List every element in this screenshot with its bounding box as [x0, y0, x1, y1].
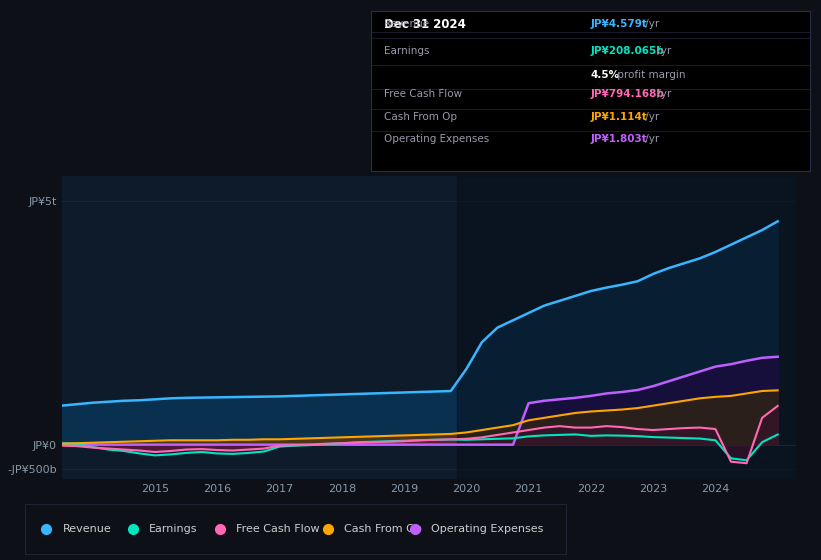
Text: Free Cash Flow: Free Cash Flow — [236, 524, 319, 534]
Text: Operating Expenses: Operating Expenses — [384, 134, 489, 144]
Text: /yr: /yr — [642, 112, 659, 122]
Text: profit margin: profit margin — [613, 70, 685, 80]
Text: JP¥208.065b: JP¥208.065b — [591, 46, 664, 57]
Text: JP¥1.114t: JP¥1.114t — [591, 112, 648, 122]
Text: Cash From Op: Cash From Op — [384, 112, 457, 122]
Text: /yr: /yr — [642, 19, 659, 29]
Text: /yr: /yr — [654, 46, 671, 57]
Text: /yr: /yr — [654, 90, 671, 100]
Text: 4.5%: 4.5% — [591, 70, 620, 80]
Text: Earnings: Earnings — [149, 524, 198, 534]
Text: Operating Expenses: Operating Expenses — [431, 524, 544, 534]
Text: Dec 31 2024: Dec 31 2024 — [384, 18, 466, 31]
Text: Cash From Op: Cash From Op — [344, 524, 422, 534]
Text: JP¥4.579t: JP¥4.579t — [591, 19, 648, 29]
Text: JP¥1.803t: JP¥1.803t — [591, 134, 648, 144]
Text: /yr: /yr — [642, 134, 659, 144]
Text: Free Cash Flow: Free Cash Flow — [384, 90, 462, 100]
Bar — [457, 176, 796, 479]
Text: Revenue: Revenue — [384, 19, 429, 29]
Text: Revenue: Revenue — [62, 524, 112, 534]
Text: JP¥794.168b: JP¥794.168b — [591, 90, 664, 100]
Text: Earnings: Earnings — [384, 46, 429, 57]
